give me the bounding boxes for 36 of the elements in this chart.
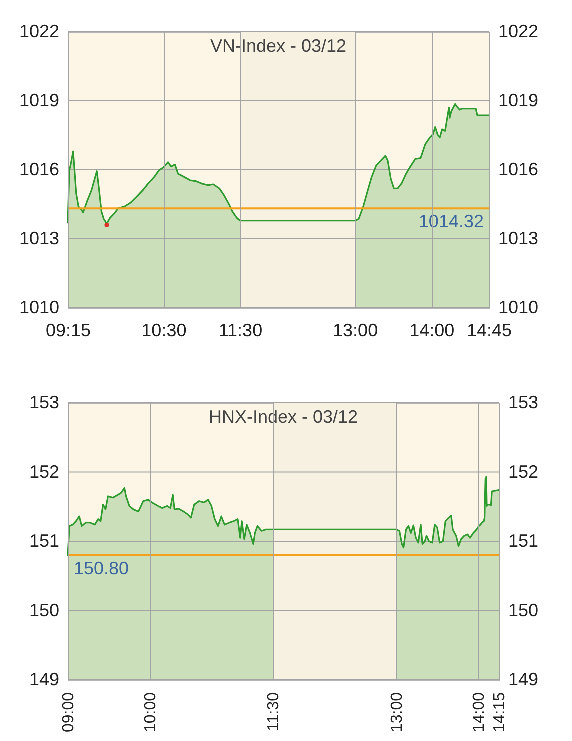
y2-tick-label: 1022 bbox=[498, 22, 539, 42]
x-tick-label: 09:15 bbox=[46, 320, 92, 340]
x-tick-label: 13:00 bbox=[333, 320, 378, 340]
ref-line-label: 150.80 bbox=[74, 558, 130, 578]
y2-tick-label: 1013 bbox=[498, 228, 539, 248]
chart-title: HNX-Index - 03/12 bbox=[208, 407, 358, 427]
y-tick-label: 153 bbox=[29, 392, 60, 412]
y2-tick-label: 1010 bbox=[498, 298, 539, 318]
y2-tick-label: 1016 bbox=[498, 160, 539, 180]
y-tick-label: 1019 bbox=[19, 90, 60, 110]
y2-tick-label: 149 bbox=[508, 670, 539, 690]
x-tick-label: 14:15 bbox=[492, 692, 508, 733]
y2-tick-label: 1019 bbox=[498, 90, 539, 110]
y-tick-label: 151 bbox=[29, 531, 60, 551]
y2-tick-label: 151 bbox=[508, 531, 539, 551]
y2-tick-label: 152 bbox=[508, 462, 539, 482]
ref-line-label: 1014.32 bbox=[418, 212, 484, 232]
x-tick-label: 14:45 bbox=[466, 320, 512, 340]
x-tick-label: 11:30 bbox=[218, 320, 263, 340]
x-tick-label: 11:30 bbox=[266, 692, 283, 732]
y-tick-label: 1016 bbox=[19, 160, 60, 180]
y-tick-label: 152 bbox=[29, 462, 60, 482]
x-tick-label: 10:00 bbox=[142, 692, 160, 733]
x-tick-label: 14:00 bbox=[410, 320, 455, 340]
y-tick-label: 1013 bbox=[19, 228, 60, 248]
x-tick-label: 10:30 bbox=[142, 320, 187, 340]
y2-tick-label: 150 bbox=[508, 600, 539, 620]
y-tick-label: 1010 bbox=[19, 298, 60, 318]
y-tick-label: 150 bbox=[29, 600, 60, 620]
x-tick-label: 14:00 bbox=[470, 692, 488, 733]
x-tick-label: 09:00 bbox=[60, 692, 78, 733]
x-tick-label: 13:00 bbox=[388, 692, 406, 733]
y2-tick-label: 153 bbox=[508, 392, 539, 412]
chart-title: VN-Index - 03/12 bbox=[210, 36, 347, 56]
y-tick-label: 149 bbox=[29, 670, 60, 690]
y-tick-label: 1022 bbox=[19, 22, 60, 42]
